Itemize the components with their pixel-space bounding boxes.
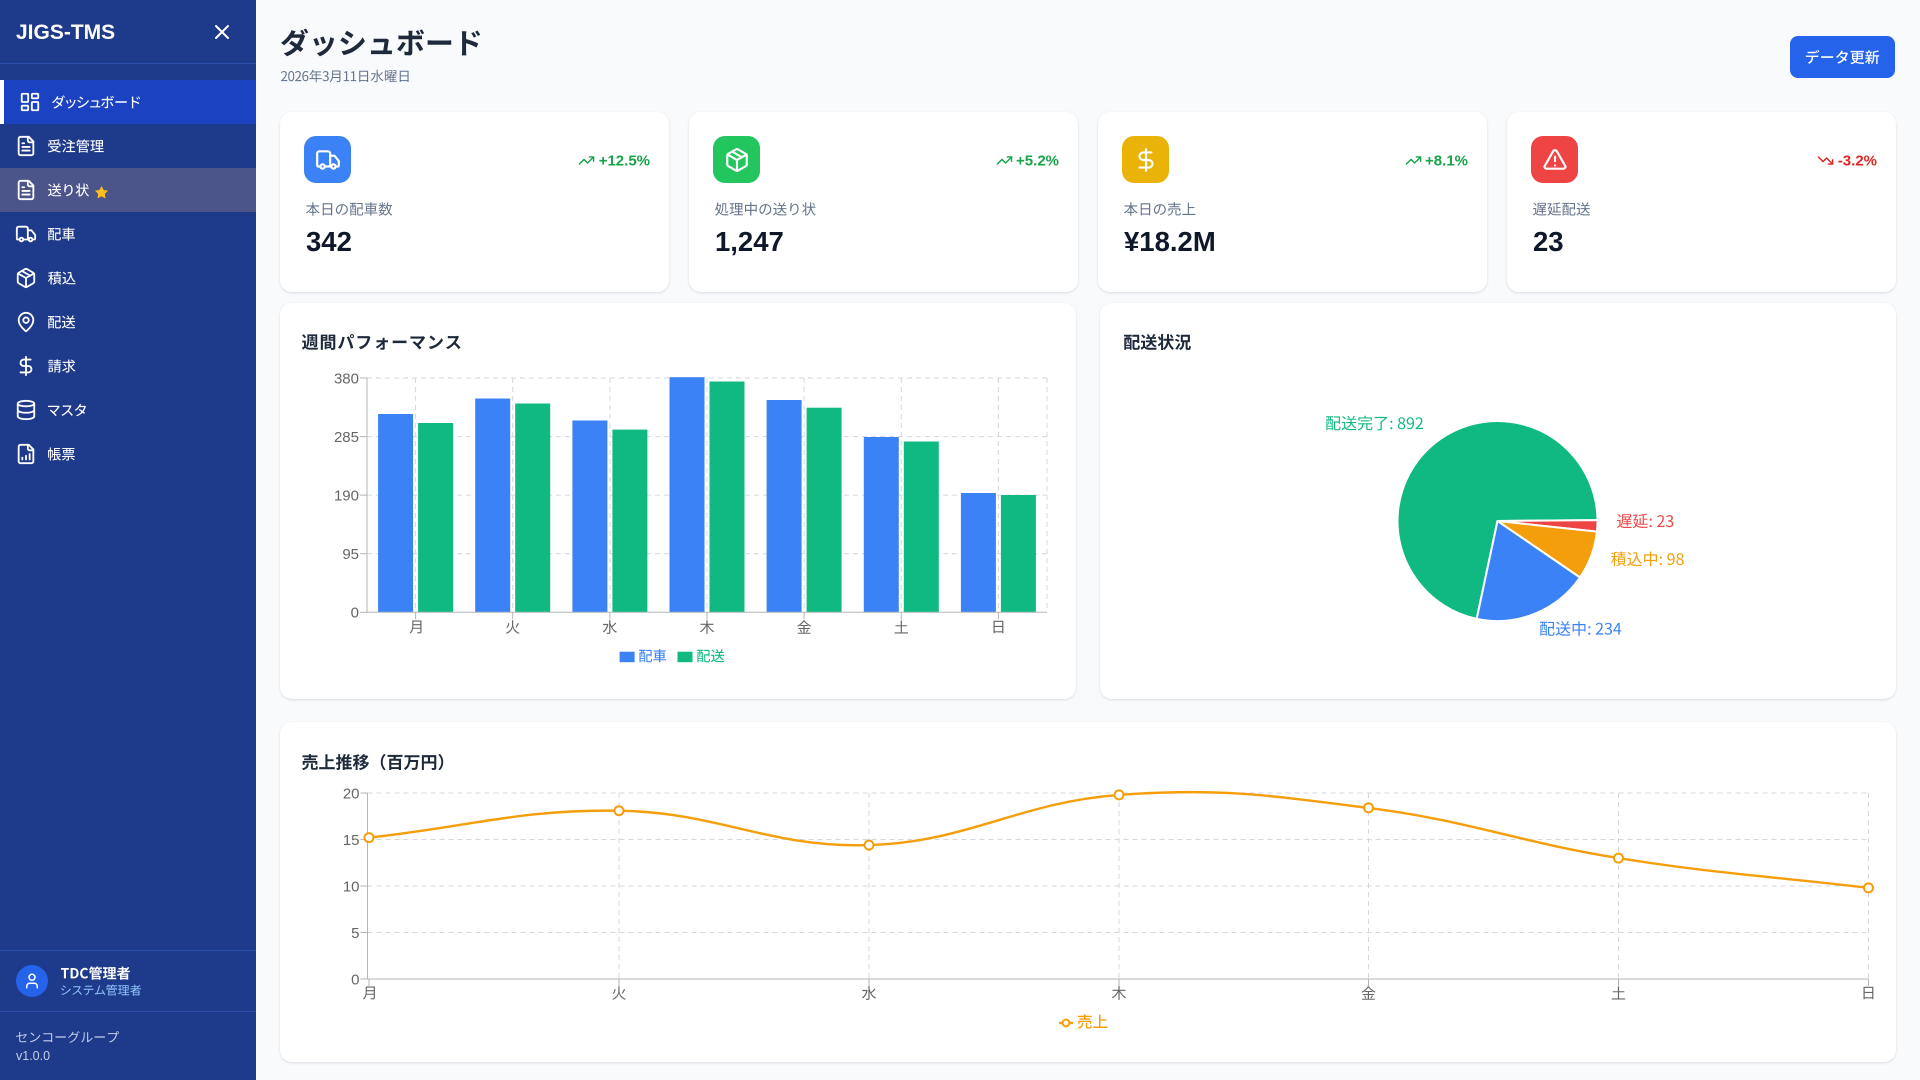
svg-text:0: 0 [351,605,359,622]
svg-text:0: 0 [351,971,359,988]
svg-text:5: 5 [351,925,359,942]
svg-text:342: 342 [306,226,352,257]
svg-text:23: 23 [1533,226,1564,257]
svg-text:JIGS-TMS: JIGS-TMS [16,21,115,44]
svg-text:10: 10 [343,878,360,895]
svg-text:380: 380 [334,370,359,387]
svg-text:¥18.2M: ¥18.2M [1124,226,1216,257]
svg-text:20: 20 [343,785,360,802]
svg-text:v1.0.0: v1.0.0 [16,1049,50,1063]
svg-text:+8.1%: +8.1% [1425,153,1468,170]
svg-text:285: 285 [334,429,359,446]
svg-text:+5.2%: +5.2% [1016,153,1059,170]
svg-text:95: 95 [342,546,359,563]
svg-text:15: 15 [343,832,360,849]
svg-text:+12.5%: +12.5% [599,153,650,170]
svg-text:-3.2%: -3.2% [1838,153,1877,170]
svg-text:190: 190 [334,488,359,505]
svg-text:1,247: 1,247 [715,226,784,257]
